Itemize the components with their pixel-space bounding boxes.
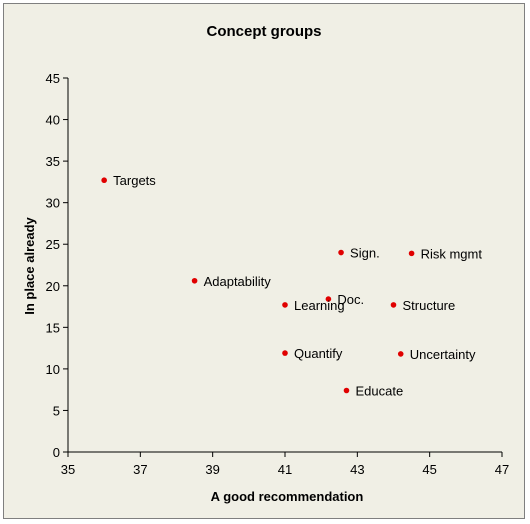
data-point-label: Adaptability [204, 274, 272, 289]
data-point [191, 277, 198, 284]
chart-title: Concept groups [207, 23, 322, 40]
data-point [282, 302, 288, 308]
x-axis-title: A good recommendation [211, 489, 364, 504]
y-tick-label: 35 [46, 154, 60, 169]
y-tick-label: 0 [53, 445, 60, 460]
x-tick-label: 37 [133, 462, 147, 477]
y-tick-label: 5 [53, 403, 60, 418]
chart-area: Concept groups 0 5 10 15 20 25 30 35 40 45 35 37 39 4… [3, 3, 525, 519]
y-tick-label: 40 [46, 113, 60, 128]
data-point-label: Doc. [337, 292, 364, 307]
data-point [390, 302, 397, 308]
data-point [282, 350, 288, 356]
y-tick-label: 15 [46, 320, 60, 335]
data-point-label: Structure [403, 298, 456, 313]
data-point-label: Quantify [294, 346, 343, 361]
data-point-label: Targets [113, 173, 156, 188]
data-point-label: Educate [355, 383, 403, 398]
x-tick-label: 45 [422, 462, 436, 477]
x-tick-label: 43 [350, 462, 364, 477]
x-tick-label: 39 [205, 462, 219, 477]
y-tick-label: 10 [46, 362, 60, 377]
data-point [325, 296, 332, 302]
data-point [397, 351, 404, 357]
data-point [343, 387, 350, 394]
tick-labels: 0 5 10 15 20 25 30 35 40 45 35 37 39 41 43 45 47 [46, 71, 510, 477]
y-tick-label: 45 [46, 71, 60, 86]
data-point [408, 250, 415, 257]
data-point-label: Uncertainty [410, 347, 476, 362]
y-tick-label: 30 [46, 196, 60, 211]
axes [63, 77, 503, 457]
x-tick-label: 35 [61, 462, 75, 477]
x-tick-label: 41 [278, 462, 292, 477]
data-point-label: Sign. [350, 246, 380, 261]
data-points: Targets Adaptability Sign. Risk mgmt Doc.Lea… [101, 173, 482, 398]
scatter-chart: Concept groups 0 5 10 15 20 25 30 35 40 45 35 37 39 4… [22, 23, 510, 504]
y-tick-label: 25 [46, 237, 60, 252]
y-axis-title: In place already [22, 216, 37, 314]
data-point-label: Learning [294, 298, 345, 313]
x-tick-label: 47 [495, 462, 509, 477]
data-point [101, 177, 107, 184]
y-tick-label: 20 [46, 279, 60, 294]
data-point [338, 249, 344, 256]
data-point-label: Risk mgmt [421, 246, 483, 261]
